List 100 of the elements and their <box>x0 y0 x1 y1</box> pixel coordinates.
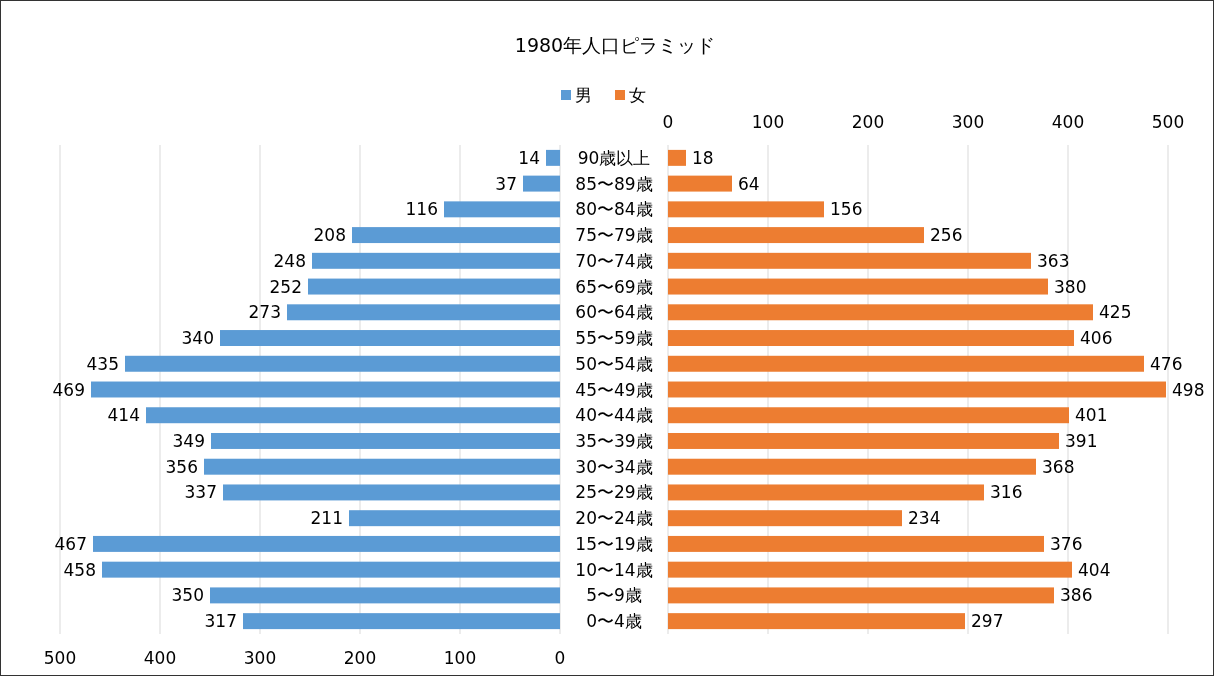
y-tick-label: 45〜49歳 <box>575 379 653 400</box>
data-label: 458 <box>63 559 96 580</box>
y-tick-label: 60〜64歳 <box>575 302 653 323</box>
bar <box>125 355 560 372</box>
bar <box>668 510 902 527</box>
y-tick-label: 5〜9歳 <box>586 585 642 606</box>
bar <box>668 458 1036 475</box>
y-tick-label: 65〜69歳 <box>575 276 653 297</box>
x-tick-label: 200 <box>851 112 885 132</box>
data-label: 37 <box>495 173 517 194</box>
bar <box>312 252 560 269</box>
bar <box>668 484 984 501</box>
data-label: 476 <box>1150 353 1183 374</box>
bar <box>444 201 560 218</box>
y-tick-label: 50〜54歳 <box>575 353 653 374</box>
text: 1980年人口ピラミッド <box>514 34 716 56</box>
bar <box>210 587 560 604</box>
bar <box>211 433 560 449</box>
data-label: 356 <box>165 456 198 477</box>
bar <box>668 201 824 218</box>
x-tick-label: 400 <box>143 648 177 668</box>
bar <box>668 381 1166 398</box>
bar <box>668 561 1072 578</box>
y-tick-label: 0〜4歳 <box>586 611 642 632</box>
bar <box>220 330 560 346</box>
bar <box>352 227 560 244</box>
y-tick-label: 10〜14歳 <box>575 559 653 580</box>
bar <box>243 613 560 630</box>
bar <box>349 510 560 527</box>
bar <box>668 149 686 166</box>
data-label: 380 <box>1054 276 1087 297</box>
y-tick-label: 25〜29歳 <box>575 482 653 503</box>
data-label: 469 <box>52 379 85 400</box>
data-label: 64 <box>738 173 760 194</box>
data-label: 297 <box>971 611 1004 632</box>
legend-label: 男 <box>575 85 592 105</box>
bar <box>668 304 1093 321</box>
data-label: 467 <box>54 533 87 554</box>
data-label: 256 <box>930 225 963 246</box>
bar <box>146 407 560 424</box>
data-label: 317 <box>204 611 237 632</box>
bar <box>93 535 560 552</box>
bar <box>668 355 1144 372</box>
data-label: 376 <box>1050 533 1083 554</box>
x-tick-label: 500 <box>43 648 77 668</box>
data-label: 401 <box>1075 405 1108 426</box>
data-label: 337 <box>184 482 217 503</box>
data-label: 404 <box>1078 559 1111 580</box>
bar <box>91 381 560 398</box>
bar <box>668 330 1074 346</box>
data-label: 363 <box>1037 250 1070 271</box>
data-label: 340 <box>181 328 214 349</box>
y-tick-label: 30〜34歳 <box>575 456 653 477</box>
legend-label: 女 <box>629 85 646 105</box>
bar <box>308 278 560 295</box>
data-label: 406 <box>1080 328 1113 349</box>
data-label: 386 <box>1060 585 1093 606</box>
data-label: 349 <box>172 430 205 451</box>
data-label: 391 <box>1065 430 1098 451</box>
y-tick-label: 90歳以上 <box>577 147 651 168</box>
bar <box>102 561 560 578</box>
bar <box>668 407 1069 424</box>
y-tick-label: 40〜44歳 <box>575 405 653 426</box>
x-tick-label: 0 <box>662 112 674 132</box>
x-tick-label: 300 <box>243 648 277 668</box>
x-tick-label: 100 <box>751 112 785 132</box>
bar <box>204 458 560 475</box>
bar <box>668 252 1031 269</box>
data-label: 498 <box>1172 379 1205 400</box>
bar <box>546 149 560 166</box>
y-tick-label: 80〜84歳 <box>575 199 653 220</box>
x-tick-label: 0 <box>554 648 566 668</box>
bar <box>668 535 1044 552</box>
data-label: 116 <box>405 199 438 220</box>
data-label: 425 <box>1099 302 1132 323</box>
bar <box>668 278 1048 295</box>
y-tick-label: 75〜79歳 <box>575 225 653 246</box>
y-tick-label: 20〜24歳 <box>575 508 653 529</box>
data-label: 156 <box>830 199 863 220</box>
bar <box>287 304 560 321</box>
data-label: 435 <box>86 353 119 374</box>
x-tick-label: 500 <box>1151 112 1185 132</box>
data-label: 252 <box>269 276 302 297</box>
y-tick-label: 70〜74歳 <box>575 250 653 271</box>
bar <box>668 175 732 192</box>
data-label: 414 <box>107 405 140 426</box>
y-tick-label: 55〜59歳 <box>575 328 653 349</box>
bar <box>523 175 560 192</box>
x-tick-label: 100 <box>443 648 477 668</box>
data-label: 248 <box>273 250 306 271</box>
x-tick-label: 400 <box>1051 112 1085 132</box>
y-tick-label: 15〜19歳 <box>575 533 653 554</box>
data-label: 273 <box>248 302 281 323</box>
bar <box>668 587 1054 604</box>
data-label: 18 <box>692 147 714 168</box>
y-tick-label: 85〜89歳 <box>575 173 653 194</box>
data-label: 368 <box>1042 456 1075 477</box>
data-label: 234 <box>908 508 941 529</box>
data-label: 316 <box>990 482 1023 503</box>
data-label: 14 <box>518 147 540 168</box>
